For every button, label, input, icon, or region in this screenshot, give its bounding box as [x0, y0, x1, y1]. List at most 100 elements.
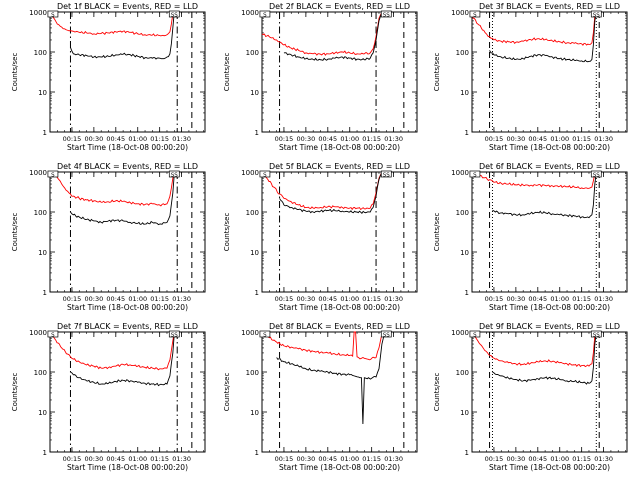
x-tick-label: 01:00 [550, 135, 569, 143]
chart-panel-1: Det 1f BLACK = Events, RED = LLD Counts/s… [11, 2, 206, 152]
marker-label: SS [593, 13, 600, 19]
x-tick-label: 00:15 [275, 295, 294, 303]
y-tick-label: 100 [34, 209, 47, 217]
x-tick-label: 01:30 [384, 455, 403, 463]
marker-box [469, 10, 481, 18]
marker-label: SS [171, 13, 178, 19]
marker-label: SS [383, 13, 390, 19]
x-tick-label: 00:30 [85, 455, 104, 463]
y-axis-label: Counts/sec [223, 373, 231, 412]
marker-label: S [51, 333, 55, 339]
y-tick-label: 10 [460, 89, 469, 97]
chart-panel-2: Det 2f BLACK = Events, RED = LLD Counts/s… [223, 2, 418, 152]
y-axis-label: Counts/sec [223, 53, 231, 92]
y-tick-label: 100 [246, 369, 259, 377]
marker-label: SS [383, 173, 390, 179]
marker-label: SS [171, 173, 178, 179]
x-tick-label: 00:15 [485, 455, 504, 463]
chart-panel-3: Det 3f BLACK = Events, RED = LLD Counts/s… [433, 2, 628, 152]
chart-title: Det 7f BLACK = Events, RED = LLD [57, 322, 198, 331]
x-tick-label: 00:45 [318, 455, 337, 463]
series-line-events [70, 331, 177, 387]
marker-box [380, 170, 392, 178]
marker-box [168, 330, 180, 338]
y-tick-label: 1 [465, 289, 469, 297]
chart-title: Det 4f BLACK = Events, RED = LLD [57, 162, 198, 171]
x-tick-label: 00:30 [507, 455, 526, 463]
series-line-lld [261, 171, 388, 211]
plot-frame [261, 171, 418, 293]
x-axis-label: Start Time (18-Oct-08 00:00:20) [489, 303, 610, 312]
marker-box [259, 330, 271, 338]
chart-title: Det 8f BLACK = Events, RED = LLD [269, 322, 410, 331]
chart-title: Det 1f BLACK = Events, RED = LLD [57, 2, 198, 11]
y-tick-label: 100 [34, 369, 47, 377]
series-line-events [489, 11, 598, 63]
y-tick-label: 1 [465, 129, 469, 137]
plot-frame [49, 331, 206, 453]
y-tick-label: 1000 [241, 169, 259, 177]
marker-box [47, 170, 59, 178]
series-line-events [492, 331, 598, 385]
x-tick-label: 00:15 [63, 295, 82, 303]
x-tick-label: 01:30 [172, 135, 191, 143]
x-tick-label: 01:00 [550, 295, 569, 303]
x-axis-label: Start Time (18-Oct-08 00:00:20) [67, 143, 188, 152]
x-axis-label: Start Time (18-Oct-08 00:00:20) [279, 143, 400, 152]
x-tick-label: 00:45 [318, 135, 337, 143]
x-tick-label: 01:00 [340, 135, 359, 143]
x-tick-label: 00:15 [275, 135, 294, 143]
y-axis-label: Counts/sec [11, 53, 19, 92]
x-tick-label: 00:45 [528, 455, 547, 463]
x-tick-label: 01:15 [150, 455, 169, 463]
marker-label: S [473, 173, 477, 179]
y-tick-label: 1000 [451, 329, 469, 337]
x-tick-label: 01:00 [128, 455, 147, 463]
x-tick-label: 01:15 [362, 455, 381, 463]
chart-title: Det 2f BLACK = Events, RED = LLD [269, 2, 410, 11]
y-tick-label: 100 [246, 209, 259, 217]
y-tick-label: 1 [465, 449, 469, 457]
x-tick-label: 00:30 [297, 135, 316, 143]
marker-box [380, 330, 392, 338]
x-tick-label: 01:15 [572, 295, 591, 303]
y-tick-label: 1 [255, 289, 259, 297]
marker-label: S [263, 13, 267, 19]
marker-label: S [51, 13, 55, 19]
series-line-events [70, 11, 178, 60]
y-tick-label: 1000 [451, 9, 469, 17]
y-tick-label: 1 [255, 129, 259, 137]
y-tick-label: 100 [34, 49, 47, 57]
y-tick-label: 10 [250, 249, 259, 257]
y-tick-label: 10 [460, 409, 469, 417]
marker-label: SS [593, 333, 600, 339]
marker-box [168, 170, 180, 178]
x-axis-label: Start Time (18-Oct-08 00:00:20) [279, 463, 400, 472]
y-tick-label: 10 [460, 249, 469, 257]
marker-box [469, 330, 481, 338]
x-tick-label: 01:00 [128, 295, 147, 303]
x-tick-label: 01:30 [384, 295, 403, 303]
x-tick-label: 00:30 [85, 135, 104, 143]
x-tick-label: 01:15 [150, 295, 169, 303]
chart-panel-7: Det 7f BLACK = Events, RED = LLD Counts/s… [11, 322, 206, 472]
x-tick-label: 01:00 [340, 455, 359, 463]
x-tick-label: 01:00 [550, 455, 569, 463]
x-tick-label: 01:30 [594, 295, 613, 303]
y-tick-label: 10 [250, 89, 259, 97]
x-tick-label: 01:15 [572, 135, 591, 143]
x-axis-label: Start Time (18-Oct-08 00:00:20) [489, 143, 610, 152]
marker-label: S [51, 173, 55, 179]
y-tick-label: 10 [38, 249, 47, 257]
series-line-events [70, 171, 177, 226]
series-line-lld [49, 171, 176, 207]
y-tick-label: 1000 [29, 9, 47, 17]
plot-frame [49, 171, 206, 293]
marker-label: SS [593, 173, 600, 179]
y-tick-label: 10 [38, 409, 47, 417]
x-tick-label: 01:30 [172, 455, 191, 463]
y-tick-label: 1 [43, 129, 47, 137]
chart-panel-9: Det 9f BLACK = Events, RED = LLD Counts/s… [433, 322, 628, 472]
y-axis-label: Counts/sec [11, 373, 19, 412]
marker-box [590, 170, 602, 178]
